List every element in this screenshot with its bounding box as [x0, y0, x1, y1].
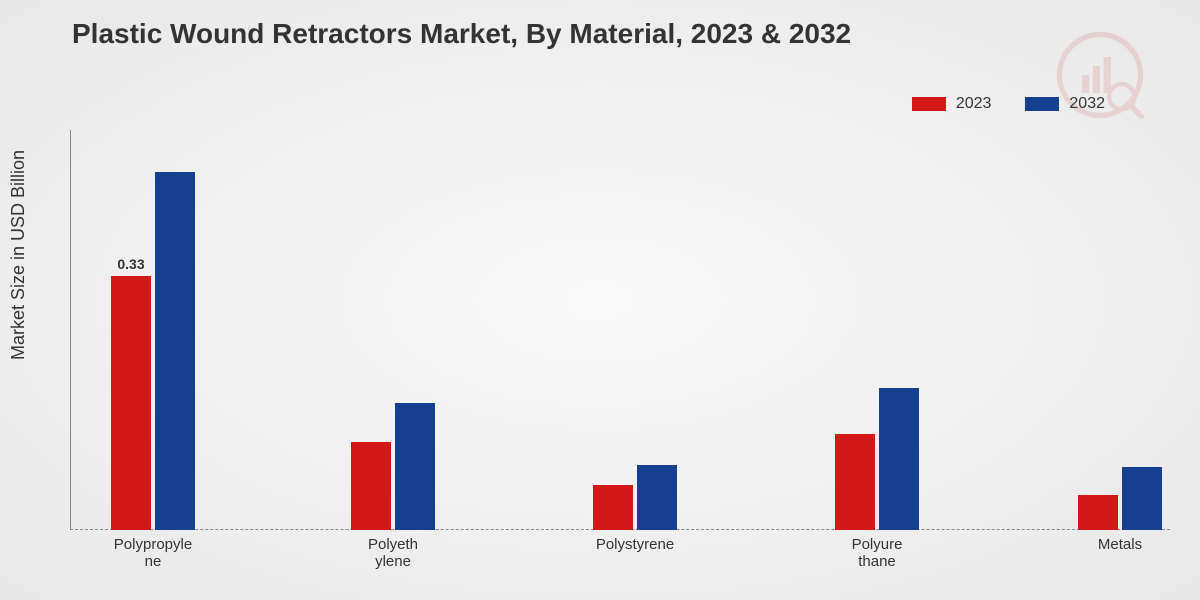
category-label: Metals	[1060, 536, 1180, 553]
legend-item-2032: 2032	[1025, 95, 1105, 113]
category-label: Polystyrene	[575, 536, 695, 553]
legend-swatch-2032	[1025, 97, 1059, 111]
category-label: Polypropylene	[93, 536, 213, 571]
bar-group: 0.33	[111, 172, 195, 530]
y-axis-line	[70, 130, 71, 530]
bar	[593, 485, 633, 530]
legend-swatch-2023	[912, 97, 946, 111]
bar	[835, 434, 875, 530]
bar	[351, 442, 391, 530]
bar	[155, 172, 195, 530]
bar	[637, 465, 677, 530]
bar	[1122, 467, 1162, 530]
y-axis-label: Market Size in USD Billion	[8, 150, 29, 360]
bar-group	[351, 403, 435, 530]
category-label: Polyurethane	[817, 536, 937, 571]
bar-group	[593, 465, 677, 530]
category-label: Polyethylene	[333, 536, 453, 571]
legend-item-2023: 2023	[912, 95, 992, 113]
legend: 2023 2032	[912, 95, 1105, 113]
bar-group	[835, 388, 919, 530]
bar-value-label: 0.33	[111, 256, 151, 272]
bar: 0.33	[111, 276, 151, 530]
bar	[879, 388, 919, 530]
bar	[395, 403, 435, 530]
legend-label-2032: 2032	[1069, 95, 1105, 113]
legend-label-2023: 2023	[956, 95, 992, 113]
bar-group	[1078, 467, 1162, 530]
chart-plot-area: 0.33 PolypropylenePolyethylenePolystyren…	[70, 130, 1170, 530]
bar	[1078, 495, 1118, 530]
chart-title: Plastic Wound Retractors Market, By Mate…	[72, 18, 851, 50]
